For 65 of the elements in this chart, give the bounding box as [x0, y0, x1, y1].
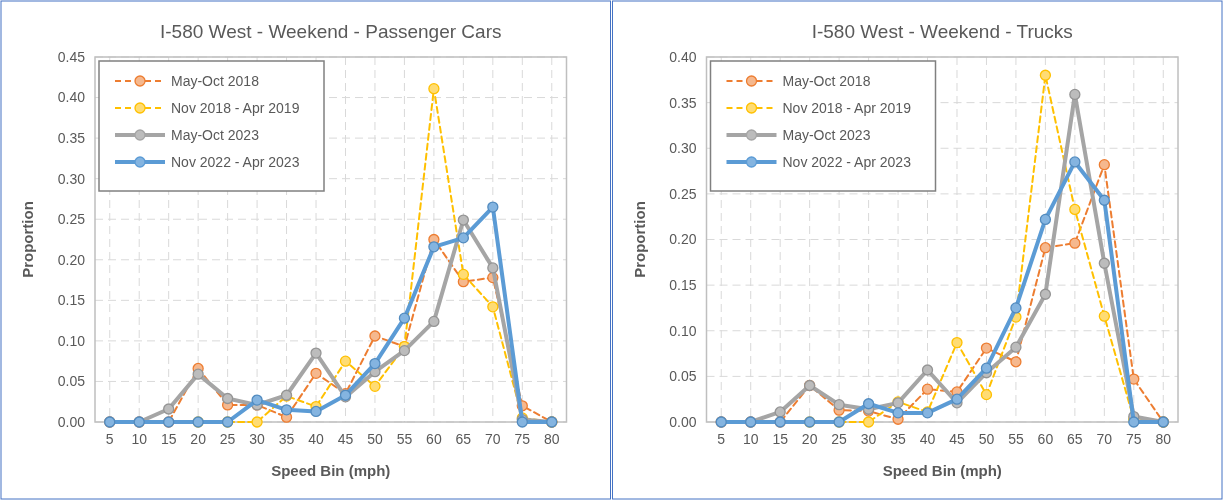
chart-title: I-580 West - Weekend - Trucks: [811, 21, 1073, 42]
x-tick-label: 25: [219, 431, 236, 447]
y-tick-label: 0.15: [57, 292, 86, 309]
x-tick-label: 20: [801, 431, 818, 447]
x-tick-label: 70: [485, 431, 501, 447]
x-tick-label: 35: [278, 431, 295, 447]
y-tick-label: 0.05: [669, 368, 697, 385]
y-tick-label: 0.20: [57, 251, 86, 268]
y-tick-label: 0.30: [57, 170, 86, 187]
y-tick-label: 0.30: [669, 140, 697, 157]
x-tick-label: 65: [1067, 431, 1083, 447]
y-axis-title: Proportion: [19, 201, 36, 278]
x-tick-label: 30: [249, 431, 266, 447]
x-tick-label: 15: [160, 431, 177, 447]
y-tick-label: 0.40: [57, 89, 86, 106]
y-tick-label: 0.00: [57, 413, 86, 430]
x-tick-label: 40: [919, 431, 936, 447]
y-tick-label: 0.45: [57, 48, 86, 65]
x-tick-label: 35: [890, 431, 907, 447]
y-tick-label: 0.10: [57, 332, 86, 349]
y-tick-label: 0.00: [669, 413, 697, 430]
y-tick-label: 0.05: [57, 373, 86, 390]
legend-label: Nov 2018 - Apr 2019: [782, 99, 912, 116]
x-tick-label: 55: [396, 431, 413, 447]
x-tick-label: 5: [105, 431, 114, 447]
y-tick-label: 0.35: [669, 94, 697, 111]
x-tick-label: 70: [1096, 431, 1113, 447]
y-axis-title: Proportion: [630, 201, 648, 278]
x-tick-label: 10: [742, 431, 759, 447]
chart-title: I-580 West - Weekend - Passenger Cars: [160, 21, 502, 42]
x-tick-label: 40: [308, 431, 325, 447]
x-tick-label: 10: [131, 431, 148, 447]
x-tick-label: 15: [772, 431, 789, 447]
x-tick-label: 80: [543, 431, 560, 447]
x-tick-label: 50: [978, 431, 995, 447]
y-tick-label: 0.35: [57, 130, 86, 147]
legend-label: May-Oct 2018: [782, 72, 871, 89]
y-tick-label: 0.15: [669, 277, 697, 294]
legend-label: Nov 2018 - Apr 2019: [171, 99, 300, 116]
legend-label: May-Oct 2023: [171, 126, 260, 143]
x-tick-label: 20: [190, 431, 207, 447]
legend-label: May-Oct 2018: [171, 72, 260, 89]
x-tick-label: 60: [1037, 431, 1054, 447]
x-tick-label: 65: [455, 431, 472, 447]
y-tick-label: 0.25: [669, 185, 697, 202]
x-tick-label: 45: [337, 431, 354, 447]
y-tick-label: 0.25: [57, 211, 86, 228]
x-tick-label: 75: [514, 431, 531, 447]
y-tick-label: 0.20: [669, 231, 697, 248]
x-tick-label: 75: [1126, 431, 1142, 447]
x-axis-title: Speed Bin (mph): [882, 462, 1002, 479]
y-tick-label: 0.10: [669, 322, 697, 339]
x-axis-title: Speed Bin (mph): [271, 462, 391, 479]
legend-label: May-Oct 2023: [782, 126, 871, 143]
y-tick-label: 0.40: [669, 48, 697, 65]
x-tick-label: 60: [426, 431, 442, 447]
legend-label: Nov 2022 - Apr 2023: [782, 153, 912, 170]
x-tick-label: 25: [831, 431, 848, 447]
x-tick-label: 80: [1155, 431, 1172, 447]
x-tick-label: 55: [1008, 431, 1024, 447]
x-tick-label: 30: [860, 431, 877, 447]
x-tick-label: 50: [367, 431, 383, 447]
legend-label: Nov 2022 - Apr 2023: [171, 153, 300, 170]
x-tick-label: 45: [949, 431, 965, 447]
x-tick-label: 5: [717, 431, 726, 447]
